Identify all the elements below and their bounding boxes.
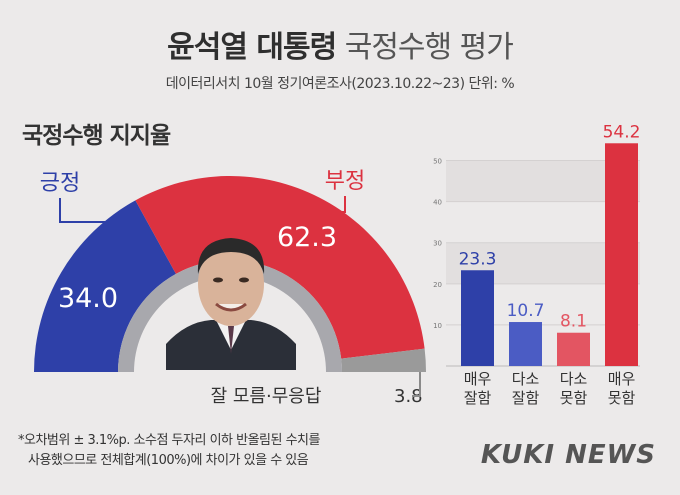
title-main: 윤석열 대통령 [167,30,337,65]
bar-2 [509,322,542,366]
title-sub: 국정수행 평가 [344,30,514,65]
president-photo [166,238,296,370]
bar-value-label: 10.7 [507,301,545,321]
donut-label-3: 3.8 [394,386,423,407]
y-tick-label: 10 [433,322,442,330]
y-tick-label: 30 [433,240,442,248]
footnote-line-2: 사용했으므로 전체합계(100%)에 차이가 있을 수 있음 [28,453,309,468]
bar-value-label: 23.3 [459,249,497,269]
leader-line-neutral [412,372,421,397]
donut-label-1: 34.0 [58,283,118,314]
bar-4 [605,143,638,366]
donut-label-cat-1: 긍정 [40,171,80,196]
y-tick-label: 40 [433,199,442,207]
footnote-line-1: *오차범위 ± 3.1%p. 소수점 두자리 이하 반올림된 수치를 [18,433,320,448]
y-tick-label: 50 [433,158,442,166]
x-tick-label: 다소 [512,370,540,388]
donut-slice-3 [341,348,426,372]
footnote: *오차범위 ± 3.1%p. 소수점 두자리 이하 반올림된 수치를 사용했으므… [18,431,320,471]
bar-value-label: 8.1 [560,312,587,332]
donut-label-2: 62.3 [277,222,337,253]
leader-line-negative [330,196,346,213]
y-tick-label: 20 [433,281,442,289]
x-tick-label: 매우 [608,370,636,388]
donut-slice-1 [34,200,176,372]
x-tick-label: 매우 [464,370,492,388]
donut-slice-2 [135,175,425,359]
donut-label-cat-2: 부정 [325,169,365,194]
x-tick-label: 못함 [560,389,588,407]
chart-subtitle: 데이터리서치 10월 정기여론조사(2023.10.22~23) 단위: % [165,76,515,92]
x-tick-label: 잘함 [464,389,492,407]
bar-1 [461,270,494,366]
x-tick-label: 잘함 [512,389,540,407]
leader-line-positive [59,198,112,223]
brand-logo: KUKI NEWS [480,440,656,470]
x-tick-label: 못함 [608,389,636,407]
bar-3 [557,332,590,366]
bar-value-label: 54.2 [603,122,641,142]
chart-title: 윤석열 대통령 국정수행 평가 [0,22,680,66]
donut-section-title: 국정수행 지지율 [22,123,171,149]
donut-label-cat-3: 잘 모름·무응답 [211,386,322,407]
donut-inner-ring [118,260,342,372]
x-tick-label: 다소 [560,370,588,388]
